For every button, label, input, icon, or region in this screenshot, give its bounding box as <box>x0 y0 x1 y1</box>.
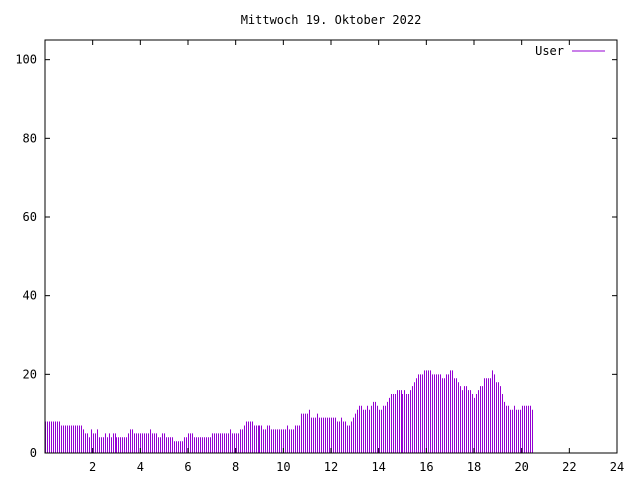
y-tick-label: 0 <box>30 446 37 460</box>
x-tick-label: 6 <box>184 460 191 474</box>
x-tick-label: 4 <box>137 460 144 474</box>
legend: User <box>535 44 605 58</box>
y-tick-label: 100 <box>15 53 37 67</box>
plot-frame <box>44 39 618 454</box>
x-tick-label: 16 <box>419 460 433 474</box>
y-tick-label: 40 <box>23 289 37 303</box>
y-tick-label: 60 <box>23 210 37 224</box>
x-tick-label: 24 <box>610 460 624 474</box>
chart-title: Mittwoch 19. Oktober 2022 <box>241 13 422 27</box>
x-tick-label: 8 <box>232 460 239 474</box>
x-tick-label: 22 <box>562 460 576 474</box>
x-tick-label: 12 <box>324 460 338 474</box>
bars-group <box>45 370 533 453</box>
x-tick-label: 20 <box>514 460 528 474</box>
x-tick-label: 10 <box>276 460 290 474</box>
x-tick-label: 18 <box>467 460 481 474</box>
y-tick-label: 20 <box>23 367 37 381</box>
x-tick-label: 14 <box>371 460 385 474</box>
y-tick-label: 80 <box>23 131 37 145</box>
legend-label-user: User <box>535 44 564 58</box>
x-tick-label: 2 <box>89 460 96 474</box>
